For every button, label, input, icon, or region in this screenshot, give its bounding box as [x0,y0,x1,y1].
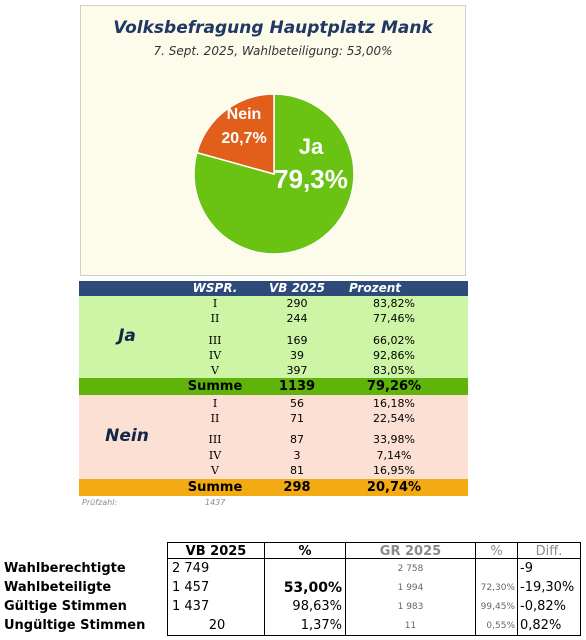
cell-pct: 22,54% [373,412,415,425]
stats-gr: 11 [404,621,417,631]
sum-label: Summe [187,480,243,495]
cell-vb: 56 [290,397,304,410]
cell-vb: 244 [286,312,308,325]
stats-vb: 2 749 [172,561,210,576]
cell-vb: 81 [290,464,304,477]
table-row: III 87 33,98% [79,432,468,447]
cell-vb: 87 [290,433,304,446]
header-prozent: Prozent [349,281,401,295]
header-vb: VB 2025 [268,281,325,295]
stats-pct [264,560,342,578]
stats-table: VB 2025 % GR 2025 % Diff. Wahlberechtigt… [0,542,586,637]
table-row: IV 3 7,14% [79,448,468,463]
table-row: V 397 83,05% [79,363,468,378]
cell-vb: 3 [293,449,301,462]
stats-diff: -19,30% [520,580,575,595]
ja-sum-row: Summe 1139 79,26% [79,378,468,395]
cell-wspr: III [208,334,222,347]
stats-row-label: Wahlbeteiligte [4,580,112,595]
ja-block: Ja I 290 83,82% II 244 77,46% III 169 66… [79,296,468,378]
stats-header-gr: GR 2025 [345,542,476,559]
cell-pct: 83,05% [373,364,415,377]
stats-vb: 1 457 [172,580,210,595]
ja-label: Ja [118,326,136,346]
pie-slice-nein [195,93,275,175]
table-row: III 169 66,02% [79,333,468,348]
cell-pct: 66,02% [373,334,415,347]
stats-gr-pct: 99,45% [480,602,515,612]
chart-subtitle: 7. Sept. 2025, Wahlbeteiligung: 53,00% [153,44,393,58]
stats-pct: 98,63% [292,599,342,614]
stats-row-label: Gültige Stimmen [4,599,127,614]
cell-wspr: IV [208,449,222,462]
results-header: WSPR. VB 2025 Prozent [79,281,468,296]
stats-pct: 1,37% [300,618,342,633]
stats-header-pct: % [264,542,346,559]
table-row: IV 39 92,86% [79,348,468,363]
cell-wspr: V [211,464,219,477]
cell-vb: 169 [286,334,308,347]
sum-vb: 1139 [278,379,316,394]
stats-vb: 20 [208,618,226,633]
stats-header-vb: VB 2025 [167,542,265,559]
pruefzahl-value: 1437 [205,498,226,507]
nein-label: Nein [105,426,149,446]
stats-row-label: Ungültige Stimmen [4,618,146,633]
cell-wspr: II [210,412,220,425]
stats-diff: 0,82% [520,618,562,633]
header-wspr: WSPR. [192,281,238,295]
cell-wspr: II [210,312,220,325]
stats-diff: -9 [520,561,533,576]
cell-vb: 39 [290,349,304,362]
cell-vb: 290 [286,297,308,310]
chart-title: Volksbefragung Hauptplatz Mank [113,18,433,38]
stats-gr: 1 994 [397,583,424,593]
slice-value-nein: 20,7% [221,130,266,147]
slice-label-ja: Ja [299,134,324,159]
sum-vb: 298 [283,480,311,495]
cell-pct: 7,14% [376,449,412,462]
stats-gr-pct [475,560,515,578]
cell-wspr: I [212,297,218,310]
slice-value-ja: 79,3% [274,164,348,194]
stats-vb: 1 437 [172,599,210,614]
cell-wspr: V [211,364,219,377]
nein-block: Nein I 56 16,18% II 71 22,54% III 87 33,… [79,395,468,479]
pie-chart-panel: Volksbefragung Hauptplatz Mank 7. Sept. … [80,5,466,276]
table-row: II 244 77,46% [79,311,468,326]
cell-wspr: I [212,397,218,410]
stats-gr: 2 758 [397,564,424,574]
stats-row-label: Wahlberechtigte [4,561,126,576]
sum-pct: 20,74% [366,480,422,495]
cell-pct: 16,95% [373,464,415,477]
cell-pct: 33,98% [373,433,415,446]
pruefzahl-label: Prüfzahl: [82,498,118,507]
nein-sum-row: Summe 298 20,74% [79,479,468,496]
stats-header-gr-pct: % [475,542,518,559]
table-row: I 290 83,82% [79,296,468,311]
stats-pct: 53,00% [283,580,342,596]
cell-pct: 83,82% [373,297,415,310]
cell-pct: 92,86% [373,349,415,362]
table-row: II 71 22,54% [79,411,468,426]
stats-gr-pct: 0,55% [486,621,515,631]
cell-wspr: III [208,433,222,446]
stats-gr-pct: 72,30% [480,583,515,593]
stats-header-diff: Diff. [517,542,581,559]
cell-vb: 397 [286,364,308,377]
table-row: V 81 16,95% [79,463,468,478]
pie-chart: Ja 79,3% Nein 20,7% [193,93,355,255]
cell-pct: 77,46% [373,312,415,325]
stats-gr: 1 983 [397,602,424,612]
sum-label: Summe [187,379,243,394]
cell-wspr: IV [208,349,222,362]
cell-pct: 16,18% [373,397,415,410]
cell-vb: 71 [290,412,304,425]
sum-pct: 79,26% [366,379,422,394]
slice-label-nein: Nein [227,106,262,123]
table-row: I 56 16,18% [79,396,468,411]
stats-diff: -0,82% [520,599,566,614]
